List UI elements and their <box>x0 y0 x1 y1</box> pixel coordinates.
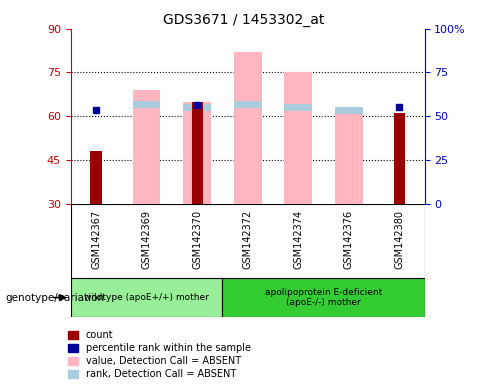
FancyBboxPatch shape <box>223 278 425 317</box>
Text: GSM142372: GSM142372 <box>243 210 253 269</box>
Text: GSM142369: GSM142369 <box>142 210 152 268</box>
Bar <box>234 52 262 204</box>
Bar <box>234 101 262 108</box>
Bar <box>90 151 102 204</box>
Text: wildtype (apoE+/+) mother: wildtype (apoE+/+) mother <box>84 293 209 302</box>
Text: genotype/variation: genotype/variation <box>5 293 104 303</box>
Bar <box>394 113 405 204</box>
Bar <box>285 73 312 204</box>
Bar <box>335 108 363 204</box>
Bar <box>133 101 161 108</box>
FancyBboxPatch shape <box>71 278 223 317</box>
Text: GSM142370: GSM142370 <box>192 210 202 269</box>
Text: apolipoprotein E-deficient
(apoE-/-) mother: apolipoprotein E-deficient (apoE-/-) mot… <box>265 288 382 307</box>
Text: GSM142367: GSM142367 <box>91 210 101 269</box>
Legend: count, percentile rank within the sample, value, Detection Call = ABSENT, rank, : count, percentile rank within the sample… <box>68 330 251 379</box>
Text: GSM142380: GSM142380 <box>394 210 404 268</box>
Text: GDS3671 / 1453302_at: GDS3671 / 1453302_at <box>163 13 325 27</box>
Bar <box>192 102 203 204</box>
Text: GSM142374: GSM142374 <box>293 210 303 269</box>
Bar <box>183 104 211 111</box>
Bar <box>183 102 211 204</box>
Bar <box>285 104 312 111</box>
Bar <box>335 107 363 114</box>
Text: GSM142376: GSM142376 <box>344 210 354 269</box>
Bar <box>133 90 161 204</box>
